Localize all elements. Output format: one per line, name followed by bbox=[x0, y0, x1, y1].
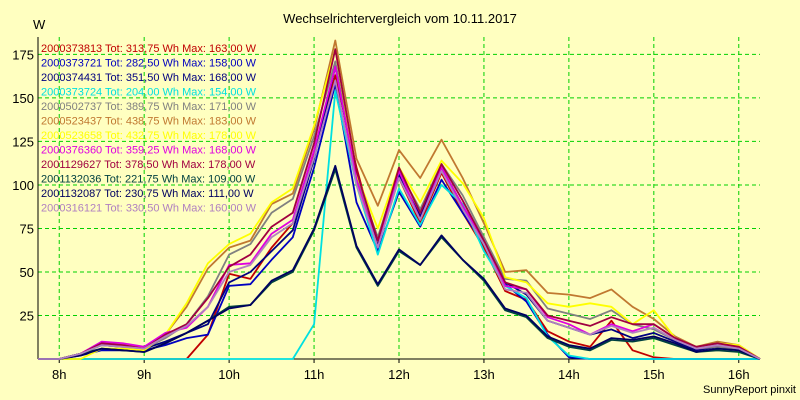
legend-entry-6: 2000523658 Tot: 432,75 Wh Max: 178,00 W bbox=[41, 130, 257, 142]
legend-entry-11: 2000316121 Tot: 330,50 Wh Max: 160,00 W bbox=[41, 203, 257, 215]
legend-entry-7: 2000376360 Tot: 359,25 Wh Max: 168,00 W bbox=[41, 145, 257, 157]
x-tick-label: 13h bbox=[473, 367, 495, 382]
legend-entry-10: 2001132087 Tot: 230,75 Wh Max: 111,00 W bbox=[41, 188, 254, 200]
x-tick-label: 9h bbox=[137, 367, 151, 382]
y-axis-unit-label: W bbox=[33, 17, 46, 32]
grid-lines bbox=[38, 37, 760, 359]
x-tick-label: 10h bbox=[218, 367, 240, 382]
x-tick-label: 16h bbox=[728, 367, 750, 382]
x-axis-ticks: 8h 9h 10h 11h 12h 13h 14h 15h 16h bbox=[52, 359, 750, 382]
y-tick-label: 25 bbox=[20, 308, 34, 323]
x-tick-label: 14h bbox=[558, 367, 580, 382]
chart-title: Wechselrichtervergleich vom 10.11.2017 bbox=[283, 11, 517, 26]
y-tick-label: 75 bbox=[20, 221, 34, 236]
legend: 2000373813 Tot: 313,75 Wh Max: 163,00 W 2… bbox=[41, 43, 257, 215]
series-line-7 bbox=[38, 65, 761, 360]
x-tick-label: 11h bbox=[304, 367, 325, 382]
x-tick-label: 12h bbox=[388, 367, 410, 382]
legend-entry-1: 2000373721 Tot: 282,50 Wh Max: 158,00 W bbox=[41, 58, 257, 70]
legend-entry-3: 2000373724 Tot: 204,00 Wh Max: 154,00 W bbox=[41, 87, 257, 99]
legend-entry-4: 2000502737 Tot: 389,75 Wh Max: 171,00 W bbox=[41, 101, 257, 113]
y-tick-label: 175 bbox=[12, 47, 34, 62]
series-line-11 bbox=[38, 79, 761, 360]
legend-entry-8: 2001129627 Tot: 378,50 Wh Max: 178,00 W bbox=[41, 159, 256, 171]
series-line-2 bbox=[38, 65, 761, 360]
x-tick-label: 15h bbox=[643, 367, 665, 382]
series-line-8 bbox=[38, 48, 761, 360]
series-line-10 bbox=[38, 164, 761, 360]
series-lines bbox=[38, 39, 761, 360]
y-tick-label: 50 bbox=[20, 265, 34, 280]
y-tick-label: 100 bbox=[12, 178, 34, 193]
legend-entry-5: 2000523437 Tot: 438,75 Wh Max: 183,00 W bbox=[41, 116, 257, 128]
legend-entry-2: 2000374431 Tot: 351,50 Wh Max: 168,00 W bbox=[41, 72, 257, 84]
y-tick-label: 150 bbox=[12, 91, 34, 106]
y-axis-ticks: 25 50 75 100 125 150 175 bbox=[12, 47, 34, 323]
footer-credit: SunnyReport pinxit bbox=[703, 384, 796, 396]
series-line-3 bbox=[38, 90, 760, 360]
y-tick-label: 125 bbox=[12, 134, 34, 149]
x-tick-label: 8h bbox=[52, 367, 66, 382]
legend-entry-9: 2001132036 Tot: 221,75 Wh Max: 109,00 W bbox=[41, 174, 256, 186]
legend-entry-0: 2000373813 Tot: 313,75 Wh Max: 163,00 W bbox=[41, 43, 257, 55]
